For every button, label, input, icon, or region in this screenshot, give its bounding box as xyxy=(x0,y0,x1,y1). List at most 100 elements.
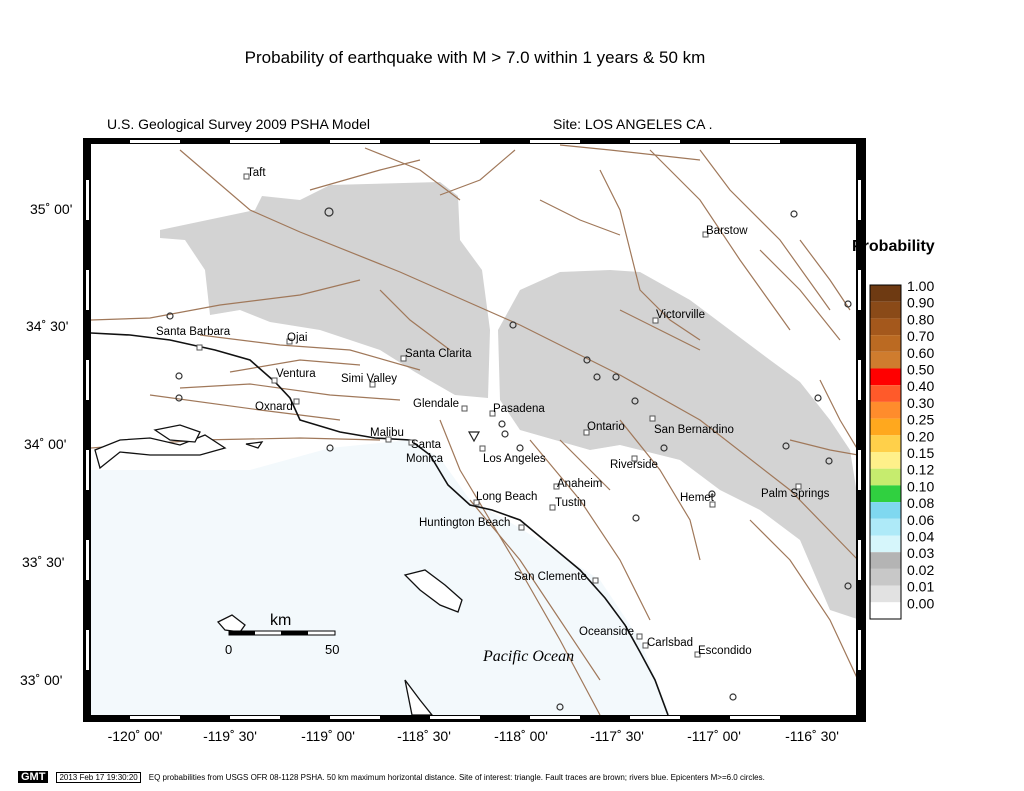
legend-swatch xyxy=(870,368,901,386)
site-label: Site: LOS ANGELES CA . xyxy=(553,116,713,132)
legend-swatch xyxy=(870,568,901,586)
legend-label: 0.60 xyxy=(907,345,934,361)
legend-label: 0.03 xyxy=(907,545,934,561)
legend-swatch xyxy=(870,452,901,469)
lon-tick-label: -118˚ 30' xyxy=(397,728,451,744)
city-label: Palm Springs xyxy=(761,488,830,500)
legend-swatch xyxy=(870,502,901,519)
legend-swatch xyxy=(870,318,901,336)
city-label: Santa xyxy=(411,439,442,451)
island xyxy=(404,679,433,715)
legend-swatch xyxy=(870,301,901,319)
legend-label: 0.01 xyxy=(907,579,934,595)
lon-tick-label: -119˚ 00' xyxy=(301,728,355,744)
legend-swatch xyxy=(870,518,901,536)
city-label: Ventura xyxy=(276,368,316,380)
coastline xyxy=(91,332,669,715)
city-label: Santa Clarita xyxy=(405,348,472,360)
lon-tick-label: -120˚ 00' xyxy=(108,728,163,744)
legend-label: 0.25 xyxy=(907,412,934,428)
lat-tick-label: 34˚ 00' xyxy=(24,436,66,452)
city-label: Ontario xyxy=(587,421,625,433)
city-label: Victorville xyxy=(656,309,705,321)
site-triangle xyxy=(467,431,481,443)
city-markers xyxy=(196,173,802,658)
legend-swatch xyxy=(870,285,901,302)
legend-label: 0.70 xyxy=(907,328,934,344)
island xyxy=(403,569,463,613)
legend-label: 0.30 xyxy=(907,395,934,411)
legend-swatch xyxy=(870,585,901,603)
legend-label: 0.12 xyxy=(907,462,934,478)
legend-label: 0.06 xyxy=(907,512,934,528)
scale-unit: km xyxy=(270,612,291,629)
legend-swatch xyxy=(870,335,901,352)
legend-border xyxy=(869,284,902,620)
legend-label: 0.10 xyxy=(907,478,934,494)
legend-label: 0.08 xyxy=(907,495,934,511)
legend: 1.000.900.800.700.600.500.400.300.250.20… xyxy=(869,278,934,620)
island xyxy=(216,614,246,633)
lat-tick-label: 35˚ 00' xyxy=(30,201,72,217)
legend-swatch xyxy=(870,351,901,369)
legend-swatch xyxy=(870,401,901,419)
legend-swatch xyxy=(870,552,901,569)
map-title: Probability of earthquake with M > 7.0 w… xyxy=(244,48,706,67)
scale-max: 50 xyxy=(325,642,339,657)
legend-label: 0.80 xyxy=(907,311,934,327)
model-label: U.S. Geological Survey 2009 PSHA Model xyxy=(107,116,371,132)
lon-tick-label: -117˚ 00' xyxy=(687,728,741,744)
island xyxy=(153,424,201,443)
scale-min: 0 xyxy=(225,642,232,657)
city-label: Riverside xyxy=(610,459,658,471)
city-label: Santa Barbara xyxy=(156,326,231,338)
city-label: Oxnard xyxy=(255,401,293,413)
legend-label: 0.20 xyxy=(907,428,934,444)
lon-tick-label: -117˚ 30' xyxy=(590,728,644,744)
city-label: Huntington Beach xyxy=(419,517,510,529)
legend-label: 0.00 xyxy=(907,595,934,611)
legend-label: 0.15 xyxy=(907,445,934,461)
city-label: San Bernardino xyxy=(654,424,734,436)
map-frame-ticks-white xyxy=(86,140,861,719)
city-label: Glendale xyxy=(413,398,459,410)
fault-traces xyxy=(91,144,856,715)
legend-label: 1.00 xyxy=(907,278,934,294)
city-label: Tustin xyxy=(555,497,586,509)
island xyxy=(245,441,264,449)
legend-title: Probability xyxy=(852,238,935,255)
lon-tick-label: -119˚ 30' xyxy=(203,728,257,744)
legend-swatch xyxy=(870,535,901,553)
gmt-logo: GMT xyxy=(18,771,49,783)
city-label: Escondido xyxy=(698,645,752,657)
legend-swatch xyxy=(870,385,901,402)
timestamp: 2013 Feb 17 19:30:20 xyxy=(56,771,141,783)
city-label: Pasadena xyxy=(493,403,545,415)
legend-swatch xyxy=(870,602,901,619)
legend-swatch xyxy=(870,418,901,436)
legend-label: 0.40 xyxy=(907,378,934,394)
probability-zone-west xyxy=(160,182,490,398)
lat-tick-label: 33˚ 30' xyxy=(22,554,64,570)
city-label: Simi Valley xyxy=(341,373,397,385)
city-label: Barstow xyxy=(706,225,748,237)
city-label: Taft xyxy=(247,167,266,179)
city-label: Malibu xyxy=(370,427,404,439)
legend-swatch xyxy=(870,435,901,452)
legend-label: 0.02 xyxy=(907,562,934,578)
legend-label: 0.50 xyxy=(907,362,934,378)
lat-tick-label: 33˚ 00' xyxy=(20,672,62,688)
city-label: Long Beach xyxy=(476,491,537,503)
city-label: Anaheim xyxy=(557,478,602,490)
legend-label: 0.04 xyxy=(907,529,934,545)
ocean-label: Pacific Ocean xyxy=(482,648,574,665)
footer: GMT 2013 Feb 17 19:30:20 EQ probabilitie… xyxy=(18,771,765,783)
epicenter-circles xyxy=(166,207,852,711)
city-label: Monica xyxy=(406,453,444,465)
city-label: Los Angeles xyxy=(483,453,546,465)
lat-tick-label: 34˚ 30' xyxy=(26,318,68,334)
city-label: Oceanside xyxy=(579,626,634,638)
city-label: Ojai xyxy=(287,332,307,344)
city-label: Hemet xyxy=(680,492,715,504)
legend-swatch xyxy=(870,485,901,503)
